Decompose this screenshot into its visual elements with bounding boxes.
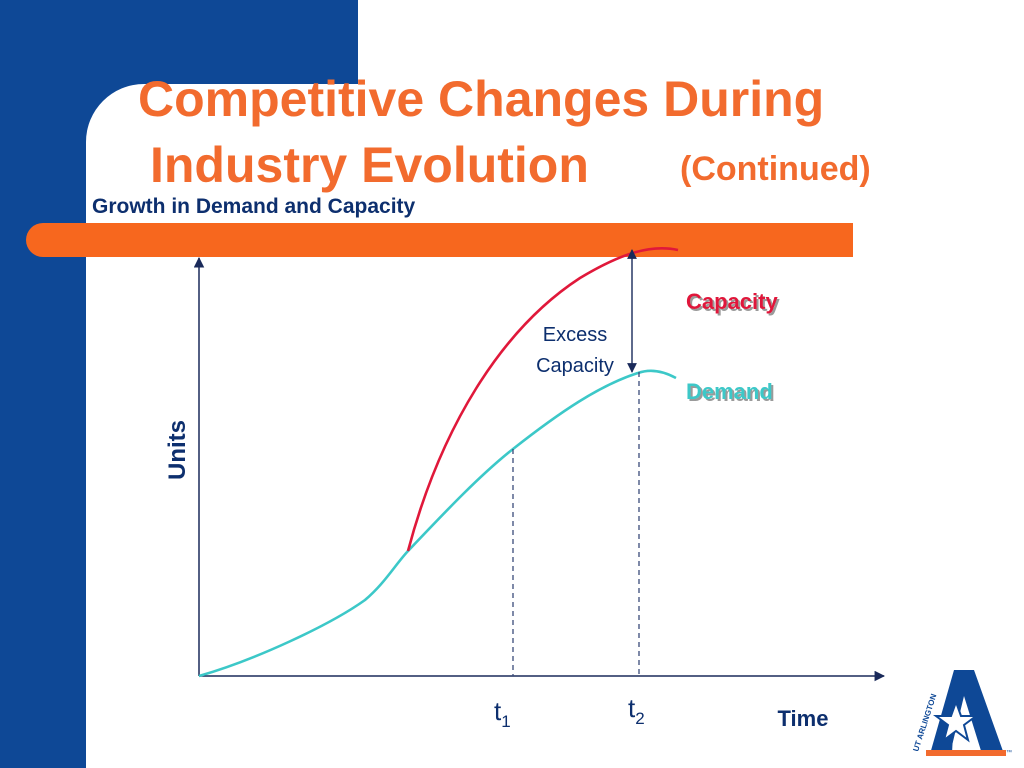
t2-subscript: 2 xyxy=(635,709,644,728)
title-line-2: Industry Evolution xyxy=(150,137,589,193)
t2-label: t2 xyxy=(628,693,645,728)
x-axis-label: Time xyxy=(778,706,829,731)
white-top-area xyxy=(358,0,1024,90)
y-axis-label: Units xyxy=(164,420,191,480)
demand-label: Demand xyxy=(686,379,773,404)
subtitle: Growth in Demand and Capacity xyxy=(92,195,416,218)
t1-label: t1 xyxy=(494,696,511,731)
logo-tm: ™ xyxy=(1006,749,1012,756)
demand-curve xyxy=(198,369,677,678)
excess-label-line2: Capacity xyxy=(536,355,614,377)
orange-divider-bar xyxy=(26,223,853,257)
excess-label-line1: Excess xyxy=(543,324,607,346)
ut-arlington-logo: UT ARLINGTON ™ xyxy=(911,670,1012,756)
capacity-label: Capacity xyxy=(686,289,778,314)
white-content-panel xyxy=(86,84,1024,768)
capacity-curve xyxy=(406,247,679,552)
t2-base: t xyxy=(628,693,636,723)
title-line-1: Competitive Changes During xyxy=(138,71,825,127)
t1-base: t xyxy=(494,696,502,726)
title-continued: (Continued) xyxy=(680,150,871,188)
blue-left-strip xyxy=(0,0,86,768)
t1-subscript: 1 xyxy=(501,712,510,731)
